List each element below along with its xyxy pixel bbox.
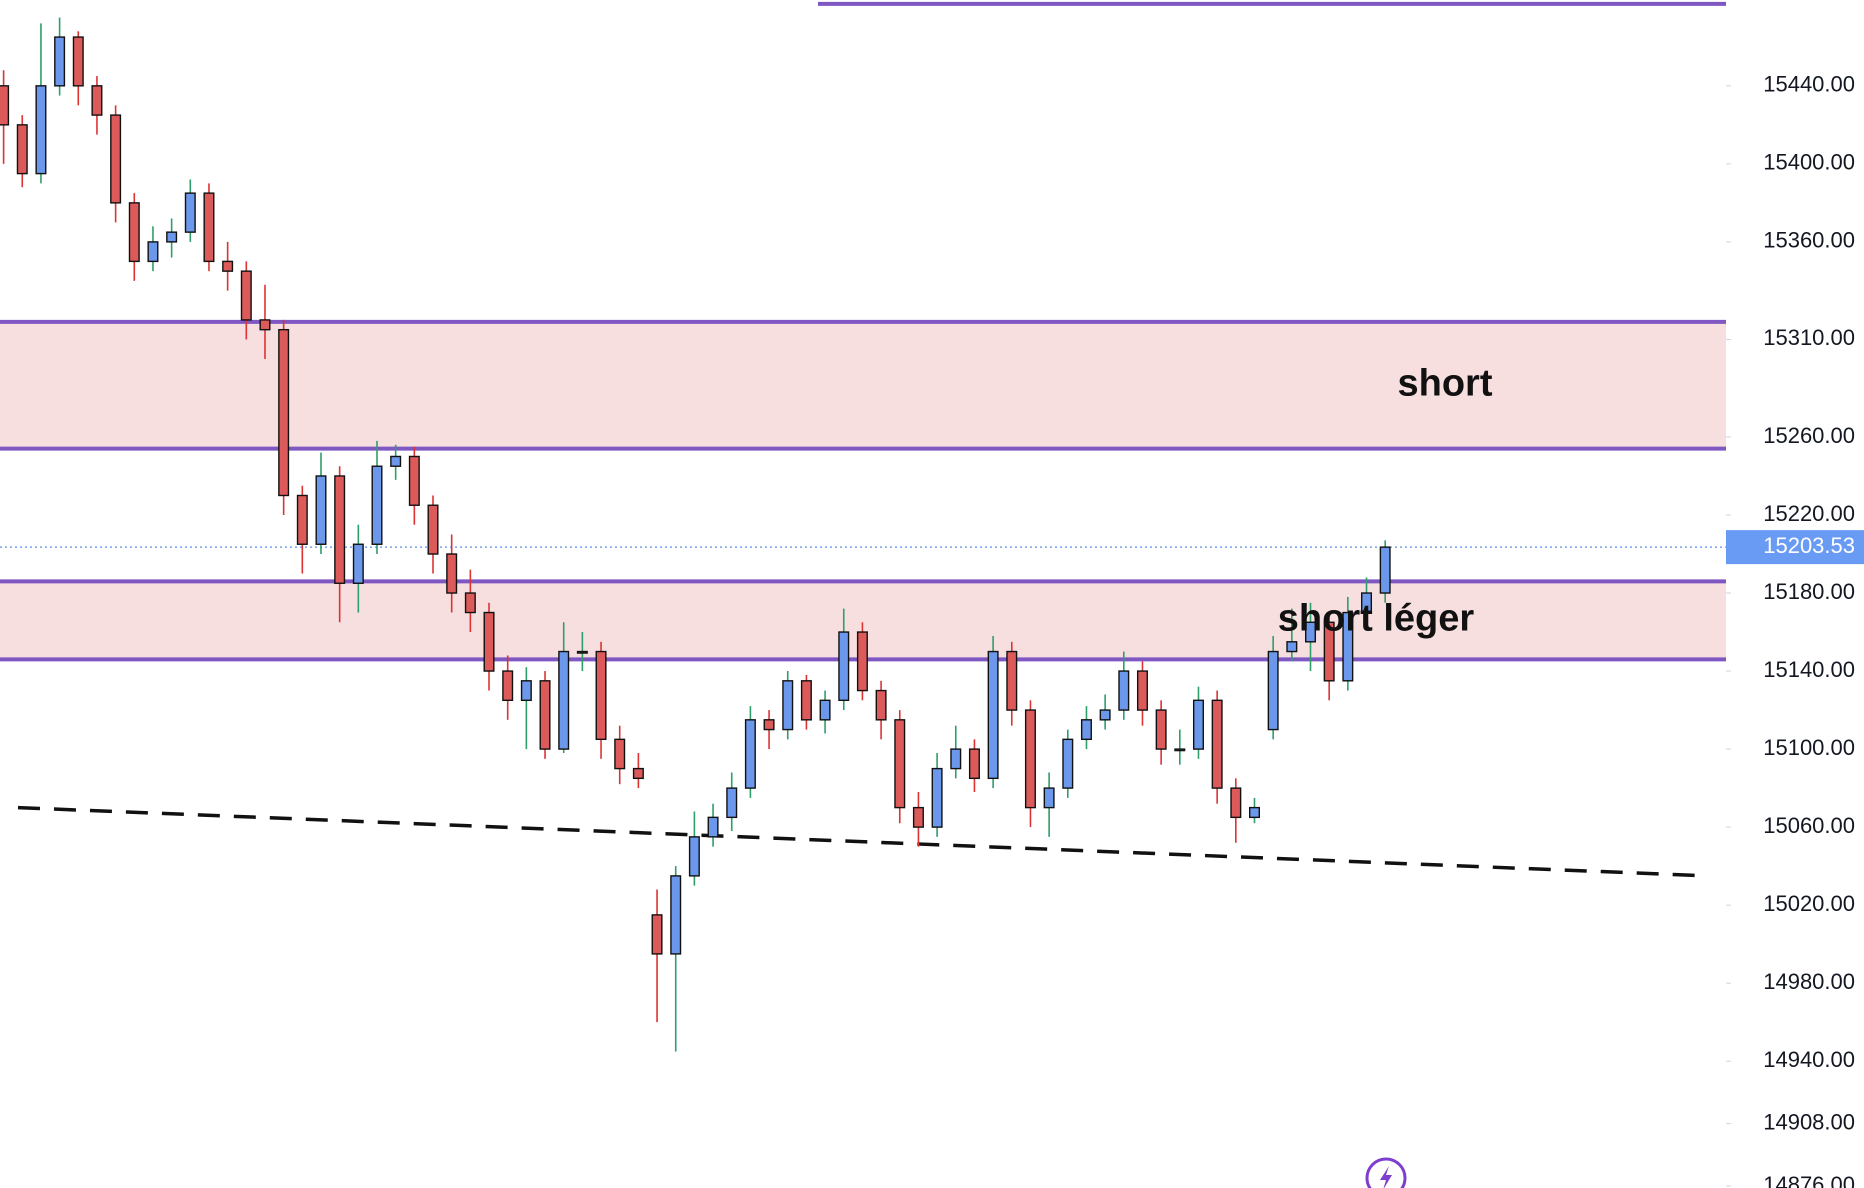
candle-body (240, 270, 252, 321)
candle-body (184, 192, 196, 233)
candle-body (0, 85, 10, 126)
zone-label: short (1398, 362, 1493, 404)
candle-body (35, 85, 47, 175)
candle-body (1118, 670, 1130, 711)
candle-body (819, 699, 831, 721)
candle-body (166, 231, 178, 243)
candle-body (1286, 641, 1298, 653)
candle-body (800, 680, 812, 721)
candle-body (296, 494, 308, 545)
candle-body (931, 767, 943, 828)
candle-body (352, 543, 364, 584)
y-tick-label: 15020.00 (1763, 891, 1855, 916)
candle-body (1080, 719, 1092, 741)
candle-body (278, 328, 290, 497)
candle-body (651, 914, 663, 955)
candle-body (1099, 709, 1111, 721)
candle-body (707, 816, 719, 838)
y-tick-label: 15180.00 (1763, 579, 1855, 604)
candle-body (856, 631, 868, 692)
candle-body (1006, 650, 1018, 711)
price-axis (1726, 0, 1864, 1188)
candle-body (1304, 621, 1316, 643)
candle-body (16, 124, 28, 175)
y-tick-label: 14908.00 (1763, 1109, 1855, 1134)
candle-body (1323, 621, 1335, 682)
y-tick-label: 15400.00 (1763, 150, 1855, 175)
candle-body (688, 836, 700, 877)
candle-body (1379, 546, 1391, 594)
candle-body (464, 592, 476, 614)
candle-body (72, 36, 84, 87)
y-tick-label: 15060.00 (1763, 813, 1855, 838)
candle-body (670, 875, 682, 955)
candle-body (446, 553, 458, 594)
candle-body (1267, 650, 1279, 731)
y-tick-label: 15310.00 (1763, 325, 1855, 350)
candle-body (1024, 709, 1036, 809)
candle-body (912, 806, 924, 828)
candle-body (371, 465, 383, 545)
candle-body (744, 719, 756, 789)
candle-body (315, 475, 327, 545)
last-price-box (1726, 530, 1864, 565)
candle-body (726, 787, 738, 819)
candle-body (558, 650, 570, 750)
candle-body (1155, 709, 1167, 750)
y-tick-label: 15220.00 (1763, 501, 1855, 526)
candle-body (390, 455, 402, 467)
candle-body (1192, 699, 1204, 750)
candle-body (968, 748, 980, 780)
candle-body (576, 650, 588, 654)
candle-body (54, 36, 66, 87)
y-tick-label: 14940.00 (1763, 1047, 1855, 1072)
candle-body (110, 114, 122, 204)
y-tick-label: 15100.00 (1763, 735, 1855, 760)
candle-body (334, 475, 346, 584)
candle-body (147, 241, 159, 263)
y-tick-label: 14876.00 (1763, 1172, 1855, 1188)
candle-body (950, 748, 962, 770)
candle-body (259, 319, 271, 331)
candle-body (128, 202, 140, 263)
candle-body (875, 689, 887, 721)
lightning-icon (1365, 1157, 1407, 1188)
y-tick-label: 15260.00 (1763, 423, 1855, 448)
candle-body (1062, 738, 1074, 789)
candle-body (1361, 592, 1373, 614)
candle-body (1342, 611, 1354, 682)
candle-body (539, 680, 551, 750)
candle-body (782, 680, 794, 731)
candle-body (1248, 806, 1260, 819)
last-price-label: 15203.53 (1763, 533, 1855, 558)
candle-body (632, 767, 644, 780)
candle-body (1211, 699, 1223, 789)
candle-body (614, 738, 626, 770)
trendline (17, 805, 1709, 878)
candle-body (203, 192, 215, 263)
candle-body (1230, 787, 1242, 819)
candle-body (987, 650, 999, 780)
candle-body (91, 85, 103, 116)
y-tick-label: 15140.00 (1763, 657, 1855, 682)
zone-label: short léger (1278, 597, 1475, 639)
candle-body (222, 260, 234, 272)
candle-body (1174, 748, 1186, 752)
candle-body (408, 455, 420, 506)
candle-body (502, 670, 514, 702)
candle-body (427, 504, 439, 555)
candle-body (1136, 670, 1148, 711)
candle-body (1043, 787, 1055, 809)
candle-body (763, 719, 775, 731)
candle-body (595, 650, 607, 741)
candle-body (520, 680, 532, 702)
y-tick-label: 15360.00 (1763, 228, 1855, 253)
y-tick-label: 15440.00 (1763, 72, 1855, 97)
candle-body (483, 611, 495, 672)
candle-body (894, 719, 906, 809)
candle-body (838, 631, 850, 702)
y-tick-label: 14980.00 (1763, 969, 1855, 994)
